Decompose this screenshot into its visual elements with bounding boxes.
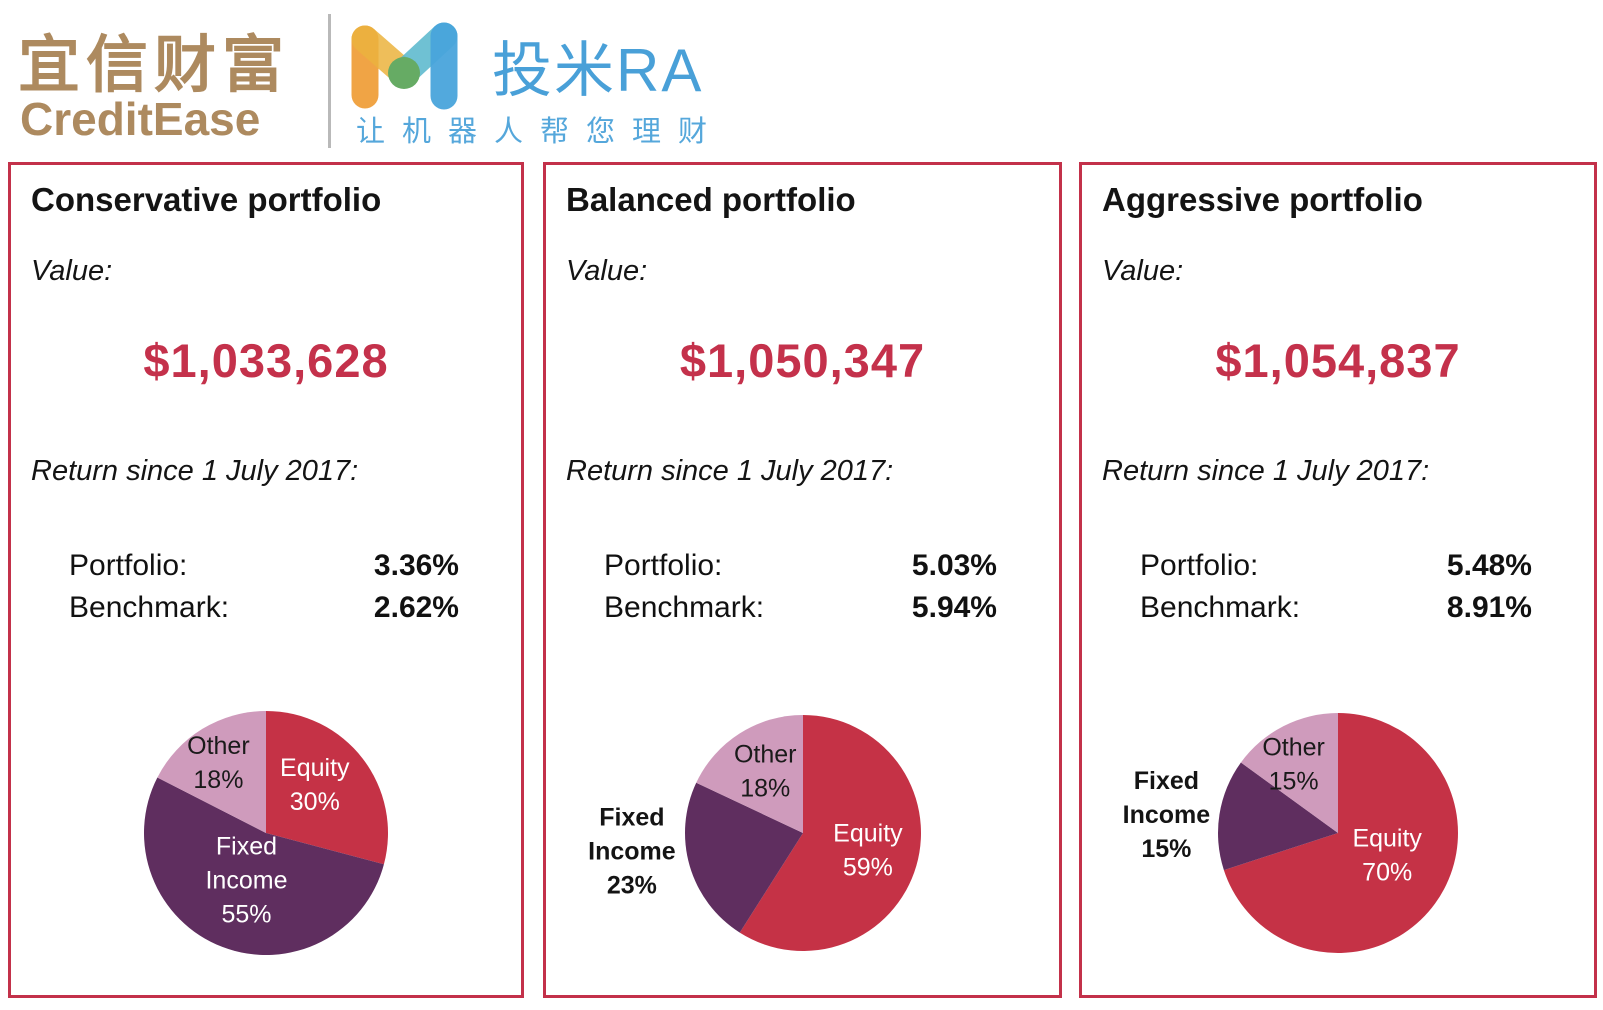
pie-label-equity: Equity 70%	[1352, 825, 1422, 887]
pie-label-equity: Equity 30%	[280, 754, 350, 816]
portfolio-return-label: Portfolio:	[1140, 549, 1259, 582]
pie-slice-other	[1240, 713, 1338, 833]
return-since-label: Return since 1 July 2017:	[31, 455, 359, 487]
pie-label-other: Other 15%	[1262, 733, 1325, 795]
pie-slice-fixed-income	[143, 777, 384, 956]
pie-label-other: Other 18%	[733, 740, 796, 802]
allocation-pie-chart-aggressive: Equity 70% Fixed Income 15% Other 15%	[1082, 693, 1594, 975]
pie-slice-equity	[266, 711, 388, 865]
returns-table: Portfolio: 5.03% Benchmark: 5.94%	[604, 545, 997, 629]
portfolio-return-row: Portfolio: 3.36%	[69, 545, 459, 587]
pie-slice-equity	[739, 715, 921, 951]
value-label: Value:	[1102, 255, 1184, 287]
portfolio-return-label: Portfolio:	[69, 549, 188, 582]
pie-slice-fixed-income	[1218, 762, 1338, 871]
creditease-english-wordmark: CreditEase	[20, 93, 261, 145]
balanced-portfolio-panel: Balanced portfolio Value: $1,050,347 Ret…	[543, 162, 1062, 998]
panel-title: Aggressive portfolio	[1102, 181, 1423, 218]
portfolio-return-value: 3.36%	[373, 549, 459, 582]
benchmark-return-row: Benchmark: 8.91%	[1140, 587, 1532, 629]
benchmark-return-value: 5.94%	[911, 591, 997, 624]
benchmark-return-value: 8.91%	[1446, 591, 1532, 624]
page-header: 宜信财富 CreditEase 投米RA 让机器人帮您理财	[0, 0, 1603, 162]
pie-label-fixed-income: Fixed Income 15%	[1123, 767, 1211, 863]
pie-label-fixed-income: Fixed Income 23%	[588, 804, 676, 900]
benchmark-return-label: Benchmark:	[69, 591, 230, 624]
return-since-label: Return since 1 July 2017:	[1102, 455, 1430, 487]
benchmark-return-label: Benchmark:	[604, 591, 765, 624]
pie-slice-other	[695, 715, 803, 833]
product-tagline: 让机器人帮您理财	[356, 116, 725, 148]
allocation-pie-chart-conservative: Equity 30% Fixed Income 55% Other 18%	[11, 693, 521, 975]
portfolio-return-row: Portfolio: 5.48%	[1140, 545, 1532, 587]
logo-divider	[328, 14, 331, 148]
pie-label-other: Other 18%	[187, 732, 250, 794]
pie-slice-other	[157, 711, 266, 833]
aggressive-portfolio-panel: Aggressive portfolio Value: $1,054,837 R…	[1079, 162, 1597, 998]
pie-slice-fixed-income	[684, 782, 803, 933]
portfolio-return-value: 5.48%	[1446, 549, 1532, 582]
portfolio-return-value: 5.03%	[911, 549, 997, 582]
panel-title: Conservative portfolio	[31, 181, 382, 218]
returns-table: Portfolio: 5.48% Benchmark: 8.91%	[1140, 545, 1532, 629]
creditease-chinese-wordmark: 宜信财富	[18, 31, 291, 100]
portfolio-return-row: Portfolio: 5.03%	[604, 545, 997, 587]
portfolio-return-label: Portfolio:	[604, 549, 723, 582]
toumi-m-logo-icon	[350, 10, 492, 115]
allocation-pie-chart-balanced: Equity 59% Fixed Income 23% Other 18%	[546, 693, 1059, 975]
value-label: Value:	[566, 255, 648, 287]
toumi-ra-wordmark: 投米RA	[492, 37, 704, 104]
value-label: Value:	[31, 255, 113, 287]
returns-table: Portfolio: 3.36% Benchmark: 2.62%	[69, 545, 459, 629]
conservative-portfolio-panel: Conservative portfolio Value: $1,033,628…	[8, 162, 524, 998]
panel-title: Balanced portfolio	[566, 181, 856, 218]
pie-label-equity: Equity 59%	[833, 820, 903, 882]
portfolio-value: $1,033,628	[143, 334, 389, 387]
portfolio-value: $1,054,837	[1215, 334, 1461, 387]
portfolio-value: $1,050,347	[679, 334, 926, 387]
benchmark-return-value: 2.62%	[373, 591, 459, 624]
benchmark-return-row: Benchmark: 2.62%	[69, 587, 459, 629]
pie-slice-equity	[1223, 713, 1458, 953]
return-since-label: Return since 1 July 2017:	[566, 455, 894, 487]
benchmark-return-row: Benchmark: 5.94%	[604, 587, 997, 629]
benchmark-return-label: Benchmark:	[1140, 591, 1301, 624]
pie-label-fixed-income: Fixed Income 55%	[205, 832, 287, 928]
